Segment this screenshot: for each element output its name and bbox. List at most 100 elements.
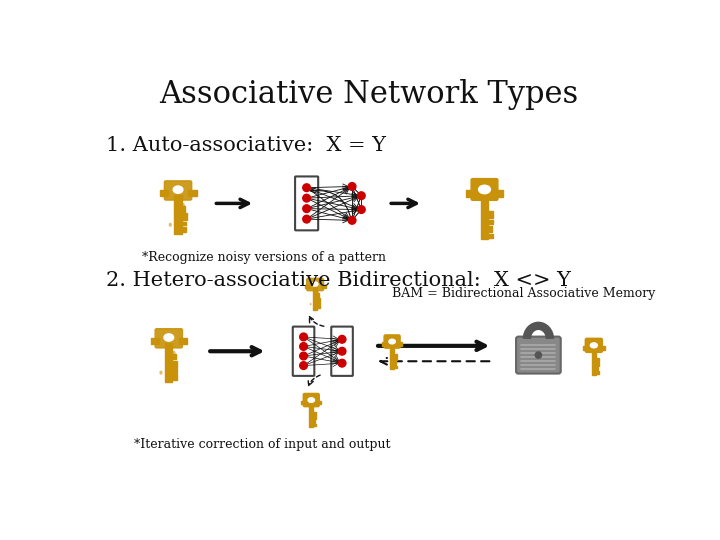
- Bar: [320, 285, 325, 288]
- Bar: [596, 367, 598, 370]
- Circle shape: [534, 351, 542, 359]
- Bar: [481, 197, 488, 239]
- Bar: [318, 302, 320, 305]
- Circle shape: [300, 333, 307, 341]
- Bar: [397, 342, 402, 346]
- Ellipse shape: [169, 346, 173, 350]
- Circle shape: [303, 194, 310, 202]
- Ellipse shape: [312, 282, 318, 286]
- Bar: [181, 213, 186, 220]
- FancyBboxPatch shape: [295, 177, 318, 231]
- Bar: [310, 404, 313, 427]
- Bar: [394, 361, 396, 365]
- Ellipse shape: [318, 292, 319, 294]
- Bar: [172, 374, 177, 380]
- Bar: [488, 233, 493, 238]
- Circle shape: [300, 342, 307, 350]
- Circle shape: [300, 362, 307, 369]
- Bar: [596, 363, 599, 366]
- Bar: [174, 195, 181, 234]
- Bar: [313, 424, 316, 427]
- Bar: [592, 350, 596, 375]
- Bar: [313, 417, 316, 419]
- Bar: [394, 354, 397, 357]
- Circle shape: [338, 335, 346, 343]
- Ellipse shape: [479, 185, 490, 194]
- Text: Associative Network Types: Associative Network Types: [159, 79, 579, 110]
- Bar: [188, 191, 197, 196]
- Ellipse shape: [312, 283, 315, 285]
- FancyBboxPatch shape: [471, 179, 498, 200]
- Bar: [600, 346, 605, 350]
- Ellipse shape: [164, 335, 168, 339]
- Ellipse shape: [157, 339, 161, 343]
- Ellipse shape: [315, 289, 318, 291]
- Bar: [318, 305, 320, 308]
- Bar: [596, 372, 599, 374]
- Circle shape: [348, 217, 356, 224]
- Bar: [488, 220, 493, 224]
- Text: *Iterative correction of input and output: *Iterative correction of input and outpu…: [134, 438, 391, 451]
- Bar: [313, 412, 316, 416]
- Bar: [165, 343, 172, 382]
- Text: 2. Hetero-associative Bidirectional:  X <> Y: 2. Hetero-associative Bidirectional: X <…: [106, 271, 570, 290]
- Circle shape: [348, 183, 356, 190]
- Bar: [466, 190, 474, 197]
- Ellipse shape: [174, 187, 177, 192]
- Bar: [313, 420, 315, 423]
- Bar: [305, 285, 310, 288]
- Bar: [318, 293, 319, 296]
- Ellipse shape: [590, 343, 598, 348]
- Bar: [394, 366, 397, 368]
- Bar: [172, 354, 176, 360]
- Bar: [488, 226, 492, 232]
- Ellipse shape: [181, 203, 185, 207]
- FancyBboxPatch shape: [585, 338, 603, 353]
- Text: 1. Auto-associative:  X = Y: 1. Auto-associative: X = Y: [106, 136, 386, 154]
- Text: BAM = Bidirectional Associative Memory: BAM = Bidirectional Associative Memory: [392, 287, 655, 300]
- Bar: [596, 359, 599, 362]
- Ellipse shape: [166, 191, 170, 195]
- Ellipse shape: [174, 186, 183, 193]
- Bar: [172, 369, 177, 373]
- Ellipse shape: [172, 351, 176, 355]
- Bar: [390, 346, 394, 369]
- Circle shape: [303, 215, 310, 223]
- Ellipse shape: [168, 222, 172, 227]
- Bar: [181, 227, 186, 232]
- Bar: [313, 287, 318, 309]
- Bar: [181, 221, 186, 225]
- FancyBboxPatch shape: [164, 181, 192, 200]
- Ellipse shape: [310, 303, 312, 305]
- Bar: [488, 212, 493, 218]
- Circle shape: [338, 359, 346, 367]
- Bar: [172, 361, 177, 368]
- FancyBboxPatch shape: [516, 336, 561, 374]
- FancyBboxPatch shape: [293, 327, 315, 376]
- FancyBboxPatch shape: [331, 327, 353, 376]
- Ellipse shape: [159, 370, 163, 375]
- Bar: [179, 338, 187, 344]
- Bar: [382, 342, 387, 346]
- Ellipse shape: [389, 339, 395, 344]
- Text: *Recognize noisy versions of a pattern: *Recognize noisy versions of a pattern: [142, 251, 386, 264]
- Bar: [181, 206, 185, 212]
- Circle shape: [357, 192, 365, 200]
- FancyBboxPatch shape: [307, 279, 323, 291]
- FancyBboxPatch shape: [155, 329, 182, 348]
- Circle shape: [338, 347, 346, 355]
- Bar: [301, 401, 306, 404]
- Bar: [394, 358, 397, 361]
- Bar: [582, 346, 588, 350]
- Circle shape: [303, 184, 310, 192]
- Bar: [318, 298, 320, 301]
- FancyBboxPatch shape: [303, 394, 319, 407]
- Circle shape: [303, 205, 310, 212]
- Ellipse shape: [308, 398, 315, 402]
- FancyBboxPatch shape: [384, 335, 400, 348]
- Bar: [317, 401, 321, 404]
- Circle shape: [357, 206, 365, 213]
- Bar: [161, 191, 168, 196]
- Ellipse shape: [164, 334, 174, 341]
- Bar: [151, 338, 159, 344]
